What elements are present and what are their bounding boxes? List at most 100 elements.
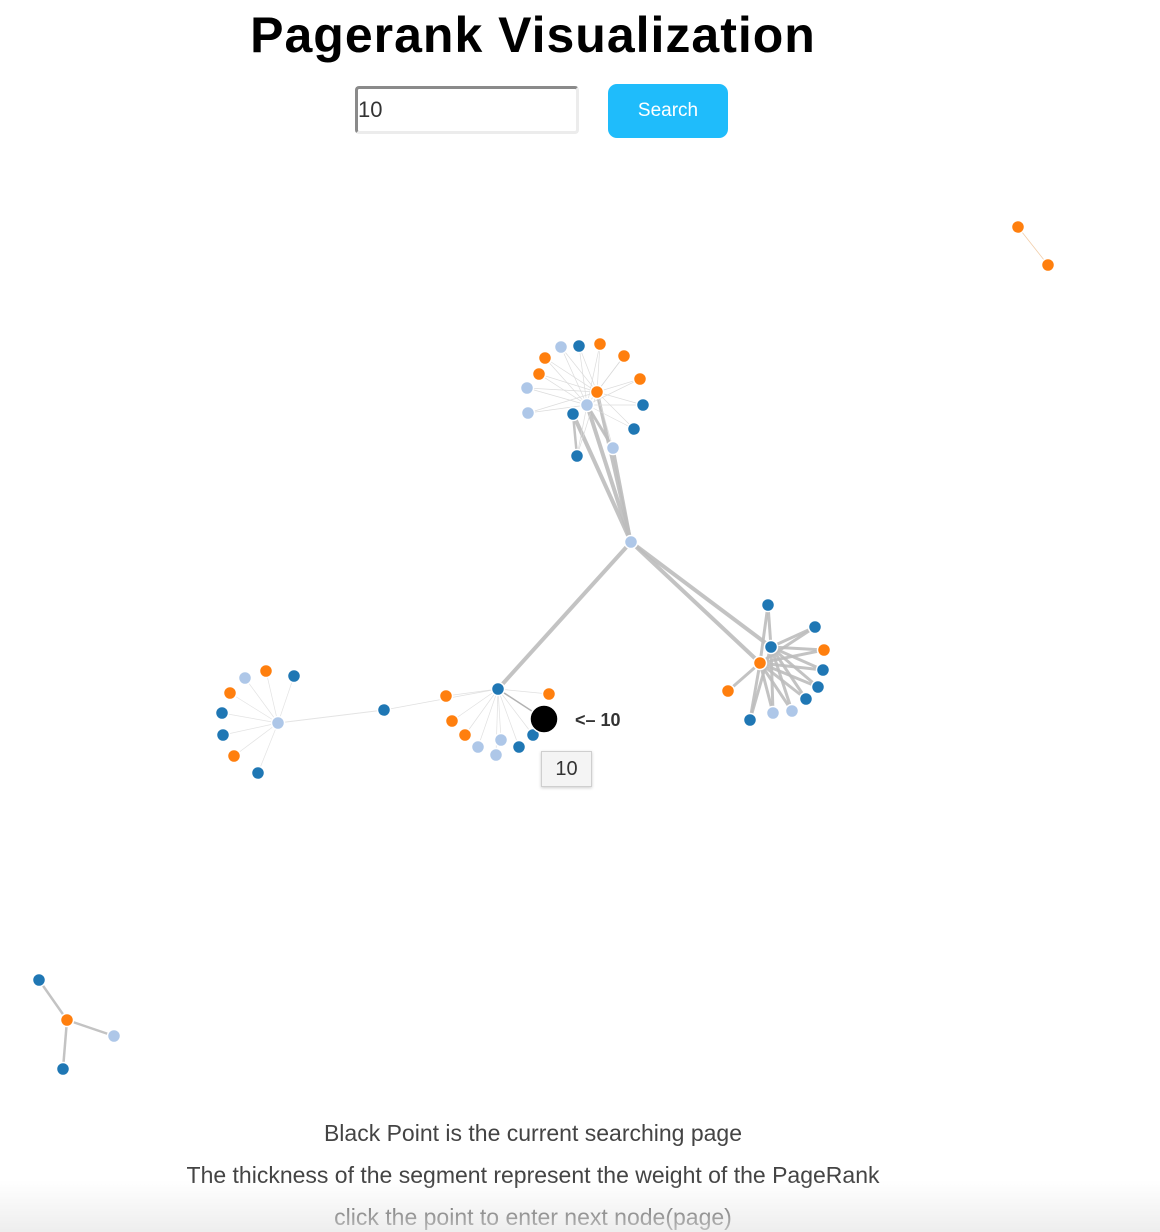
footer-line-2: The thickness of the segment represent t… [186,1162,880,1188]
graph-node[interactable] [815,662,831,678]
graph-node[interactable] [632,371,648,387]
graph-edge [464,688,499,736]
graph-edge [629,540,773,649]
graph-edge [571,413,633,543]
graph-node[interactable] [376,702,392,718]
footer-line-1: Black Point is the current searching pag… [323,1120,743,1146]
graph-node[interactable] [531,366,547,382]
graph-edge [586,404,635,430]
graph-node[interactable] [752,655,768,671]
graph-node[interactable] [720,683,736,699]
graph-node[interactable] [214,705,230,721]
graph-node[interactable] [226,748,242,764]
graph-node[interactable] [798,691,814,707]
graph-edge [560,346,598,393]
graph-node[interactable] [470,739,486,755]
graph-edge [527,391,598,414]
graph-node[interactable] [31,972,47,988]
graph-node[interactable] [106,1028,122,1044]
graph-node[interactable] [635,397,651,413]
graph-edge [596,391,644,406]
graph-node[interactable] [553,339,569,355]
graph-node[interactable] [444,713,460,729]
graph-edge [560,346,588,406]
graph-edge [477,688,499,748]
graph-node[interactable] [258,663,274,679]
graph-node[interactable] [457,727,473,743]
current-node[interactable] [529,704,559,734]
graph-node[interactable] [520,405,536,421]
graph-node[interactable] [569,448,585,464]
graph-node[interactable] [488,747,504,763]
graph-node[interactable] [605,440,621,456]
graph-edge [585,404,615,449]
graph-edge [66,1018,115,1038]
graph-node[interactable] [270,715,286,731]
graph-node[interactable] [760,597,776,613]
graph-edge [748,662,762,721]
graph-edge [61,1019,69,1070]
node-tooltip: 10 [541,751,592,787]
graph-node[interactable] [55,1061,71,1077]
graph-node[interactable] [215,727,231,743]
search-button[interactable]: Search [608,84,728,138]
graph-node[interactable] [541,686,557,702]
graph-node[interactable] [237,670,253,686]
graph-node[interactable] [1010,219,1026,235]
graph-edge [37,979,69,1021]
graph-node[interactable] [537,350,553,366]
graph-node[interactable] [592,336,608,352]
graph-edge [596,378,641,393]
graph-node[interactable] [250,765,266,781]
graph-node[interactable] [571,338,587,354]
graph-edge [611,447,633,543]
graph-edge [596,343,601,393]
graph-node[interactable] [438,688,454,704]
graph-node[interactable] [763,639,779,655]
graph-edge [526,387,598,393]
graph-node[interactable] [565,406,581,422]
graph-edge [497,688,502,741]
graph-edge [758,662,775,714]
graph-node[interactable] [493,732,509,748]
graph-node[interactable] [742,712,758,728]
search-input[interactable] [355,86,579,134]
graph-edge [526,387,588,406]
graph-node[interactable] [616,348,632,364]
graph-node[interactable] [579,397,595,413]
graph-edge [538,373,588,406]
graph-edge [497,688,534,736]
graph-node[interactable] [807,619,823,635]
graph-node[interactable] [816,642,832,658]
graph-node[interactable] [59,1012,75,1028]
graph-edge [1017,226,1049,266]
graph-edge [277,675,295,724]
graph-node[interactable] [490,681,506,697]
graph-edge [538,373,598,393]
graph-nodes [31,219,1056,1077]
graph-node[interactable] [1040,257,1056,273]
graph-edge [496,540,633,691]
footer-notes: Black Point is the current searching pag… [0,1112,1066,1232]
graph-node[interactable] [626,421,642,437]
graph-edge [451,688,499,722]
graph-edge [770,645,824,672]
graph-node[interactable] [222,685,238,701]
graph-edge [497,688,520,748]
graph-edge [222,722,279,736]
graph-node[interactable] [589,384,605,400]
graph-node[interactable] [784,703,800,719]
graph-node[interactable] [623,534,639,550]
graph-edge [769,646,794,712]
graph-edge [497,688,550,695]
graph-node[interactable] [286,668,302,684]
graph-node[interactable] [810,679,826,695]
graph-node[interactable] [519,380,535,396]
graph-edge [544,357,598,393]
graph-edge [221,712,279,724]
graph-edge [586,378,641,406]
graph-node[interactable] [765,705,781,721]
graph-edges [37,226,1049,1070]
graph-node[interactable] [511,739,527,755]
